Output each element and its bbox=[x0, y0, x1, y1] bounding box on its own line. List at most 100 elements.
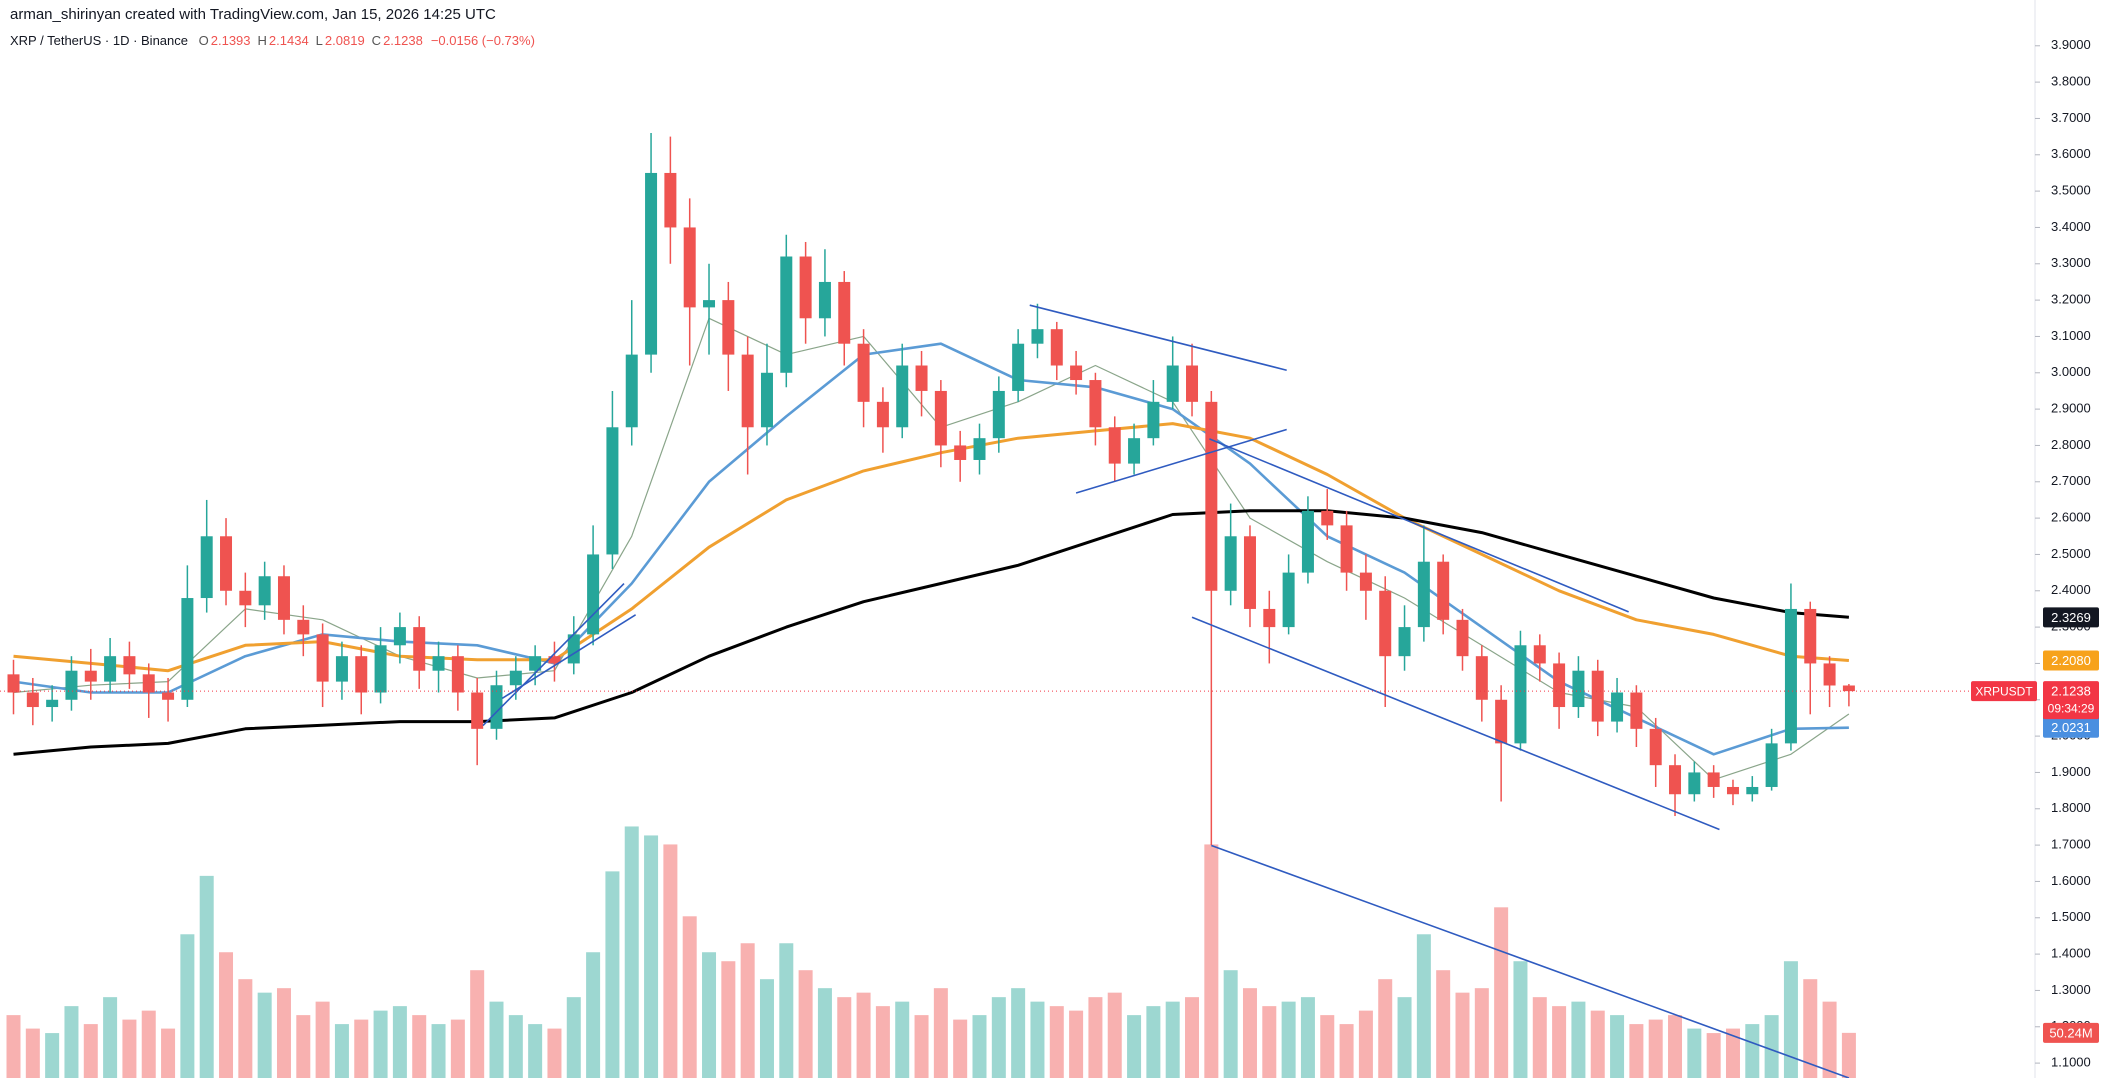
candle-body bbox=[973, 438, 986, 460]
candle-body bbox=[200, 536, 213, 599]
volume-bar bbox=[1204, 844, 1219, 1078]
candle-body bbox=[1050, 329, 1063, 366]
volume-bar bbox=[219, 952, 234, 1078]
candle-body bbox=[760, 372, 773, 428]
ohlc-value: 2.1434 bbox=[268, 33, 309, 48]
volume-bar bbox=[759, 979, 774, 1078]
volume-layer bbox=[6, 826, 1856, 1078]
candle-body bbox=[1495, 699, 1508, 744]
price-label: 2.1238 bbox=[2051, 684, 2091, 699]
candle-body bbox=[1437, 561, 1450, 620]
volume-bar bbox=[1783, 961, 1798, 1078]
volume-bar bbox=[856, 992, 871, 1078]
volume-bar bbox=[1648, 1019, 1663, 1078]
candle-body bbox=[104, 656, 117, 682]
volume-badge bbox=[2043, 1022, 2099, 1043]
volume-bar bbox=[1069, 1010, 1084, 1078]
y-tick-label: 2.4000 bbox=[2051, 582, 2091, 597]
candle-body bbox=[1842, 685, 1855, 692]
candle-body bbox=[722, 300, 735, 355]
volume-bar bbox=[1436, 970, 1451, 1078]
y-tick-label: 3.0000 bbox=[2051, 364, 2091, 379]
candle-body bbox=[1649, 728, 1662, 766]
candle-body bbox=[1398, 627, 1411, 657]
ohlc-value: 2.1238 bbox=[383, 33, 423, 48]
y-tick-label: 3.8000 bbox=[2051, 74, 2091, 89]
volume-bar bbox=[1706, 1033, 1721, 1078]
volume-bar bbox=[392, 1006, 407, 1078]
candle-body bbox=[1205, 401, 1218, 591]
candle-body bbox=[1108, 427, 1121, 464]
volume-bar bbox=[257, 992, 272, 1078]
ma-layer bbox=[13, 317, 1850, 781]
candle-body bbox=[548, 656, 561, 664]
symbol-label: XRPUSDT bbox=[1975, 684, 2033, 698]
candle-body bbox=[838, 281, 851, 344]
y-tick-label: 1.8000 bbox=[2051, 800, 2091, 815]
candle-body bbox=[1804, 608, 1817, 664]
volume-bar bbox=[450, 1019, 465, 1078]
volume-bar bbox=[1049, 1006, 1064, 1078]
candle-body bbox=[529, 656, 542, 671]
candle-body bbox=[84, 670, 97, 682]
candle-body bbox=[123, 656, 136, 675]
candle-body bbox=[1147, 401, 1160, 439]
candle-body bbox=[1070, 365, 1083, 381]
volume-bar bbox=[1146, 1006, 1161, 1078]
volume-bar bbox=[1745, 1024, 1760, 1078]
candle-body bbox=[1669, 765, 1682, 795]
volume-bar bbox=[914, 1015, 929, 1078]
candle-body bbox=[1688, 772, 1701, 795]
volume-bar bbox=[199, 875, 214, 1078]
volume-badge-label: 50.24M bbox=[2049, 1025, 2092, 1040]
volume-bar bbox=[779, 943, 794, 1078]
header: arman_shirinyan created with TradingView… bbox=[10, 6, 496, 23]
candle-body bbox=[625, 354, 638, 428]
volume-bar bbox=[431, 1024, 446, 1078]
volume-bar bbox=[663, 844, 678, 1078]
volume-bar bbox=[605, 871, 620, 1078]
volume-bar bbox=[875, 1006, 890, 1078]
candle-body bbox=[741, 354, 754, 428]
volume-bar bbox=[1416, 934, 1431, 1078]
legend: XRP / TetherUS · 1D · Binance O 2.1393 H 2.… bbox=[10, 33, 537, 48]
ma-badge bbox=[2043, 650, 2099, 671]
volume-bar bbox=[412, 1015, 427, 1078]
volume-bar bbox=[141, 1010, 156, 1078]
y-tick-label: 1.6000 bbox=[2051, 873, 2091, 888]
volume-bar bbox=[489, 1001, 504, 1078]
volume-bar bbox=[1764, 1015, 1779, 1078]
volume-bar bbox=[1397, 997, 1412, 1078]
candle-body bbox=[857, 343, 870, 402]
symbol: XRP / TetherUS · 1D · Binance bbox=[10, 33, 188, 48]
volume-bar bbox=[1242, 988, 1257, 1078]
candle-body bbox=[258, 576, 271, 606]
candle-body bbox=[1224, 536, 1237, 591]
trend-line bbox=[1075, 428, 1287, 494]
volume-bar bbox=[1629, 1024, 1644, 1078]
candle-body bbox=[239, 590, 252, 606]
candle-body bbox=[1379, 590, 1392, 657]
candle-body bbox=[1765, 743, 1778, 787]
volume-bar bbox=[354, 1019, 369, 1078]
candle-body bbox=[1746, 786, 1759, 795]
moving-average bbox=[13, 509, 1850, 756]
candle-body bbox=[393, 627, 406, 646]
volume-bar bbox=[1011, 988, 1026, 1078]
candle-body bbox=[65, 670, 78, 700]
volume-bar bbox=[83, 1024, 98, 1078]
y-tick-label: 3.9000 bbox=[2051, 37, 2091, 52]
trend-line bbox=[1191, 616, 1720, 831]
volume-bar bbox=[296, 1015, 311, 1078]
volume-bar bbox=[508, 1015, 523, 1078]
trend-line bbox=[482, 582, 625, 727]
candle-body bbox=[664, 172, 677, 228]
candle-body bbox=[509, 670, 522, 686]
moving-average bbox=[13, 422, 1850, 673]
volume-bar bbox=[1494, 907, 1509, 1078]
candle-body bbox=[277, 576, 290, 620]
volume-bar bbox=[1552, 1006, 1567, 1078]
volume-bar bbox=[1687, 1028, 1702, 1078]
volume-bar bbox=[1513, 961, 1528, 1078]
volume-bar bbox=[1668, 1015, 1683, 1078]
